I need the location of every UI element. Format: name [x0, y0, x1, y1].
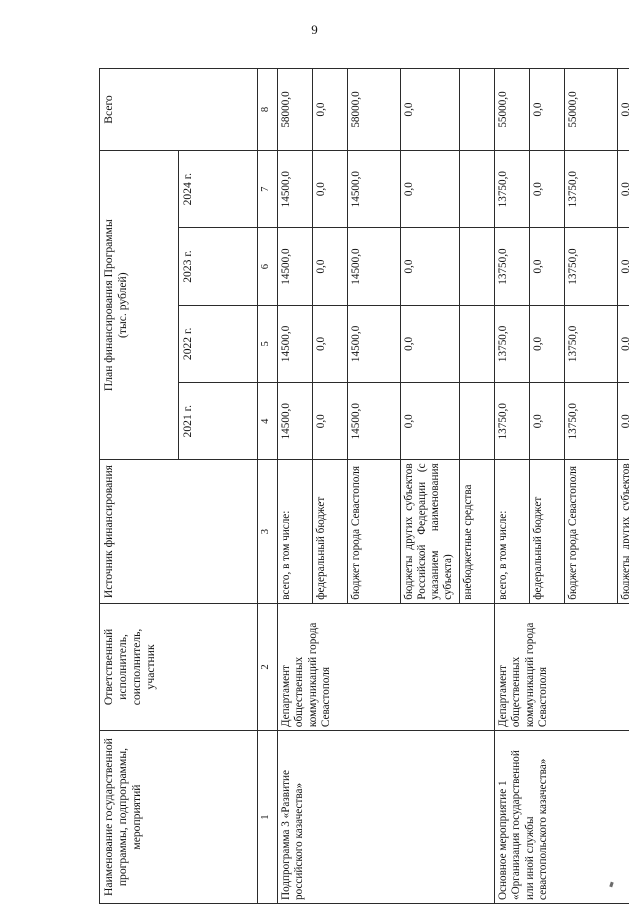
program-name-cell: Основное мероприятие 1 «Организация госу…: [494, 730, 629, 904]
table-row: Основное мероприятие 1 «Организация госу…: [494, 68, 629, 904]
header-year-2023: 2023 г.: [178, 227, 258, 306]
table-body: Подпрограмма 3 «Развитие российского каз…: [277, 68, 629, 904]
header-number-7: 7: [257, 150, 278, 228]
page-number: 9: [311, 22, 318, 37]
year-value-cell: 13750,0: [494, 227, 530, 306]
header-row-numbers: 1 2 3 4 5 6 7 8: [257, 68, 278, 904]
funding-source-cell: внебюджетные средства: [459, 459, 495, 604]
year-value-cell: 0,0: [529, 227, 565, 306]
year-value-cell: 13750,0: [564, 382, 618, 460]
year-value-cell: 14500,0: [277, 150, 313, 228]
year-value-cell: 0,0: [312, 227, 348, 306]
header-total: Всего: [99, 68, 258, 151]
year-value-cell: 0,0: [617, 227, 629, 306]
funding-source-cell: бюджет города Севастополя: [347, 459, 401, 604]
year-value-cell: 0,0: [529, 150, 565, 228]
header-plan-group-title: План финансирования Программы: [102, 219, 115, 392]
header-year-2022: 2022 г.: [178, 305, 258, 383]
header-row-titles: Наименование государственной программы, …: [99, 68, 258, 904]
year-value-cell: 0,0: [400, 382, 460, 460]
total-value-cell: 0,0: [312, 68, 348, 151]
year-value-cell: 0,0: [617, 305, 629, 383]
year-value-cell: [459, 227, 495, 306]
year-value-cell: 0,0: [312, 382, 348, 460]
funding-source-cell: бюджет города Севастополя: [564, 459, 618, 604]
total-value-cell: 58000,0: [277, 68, 313, 151]
rotated-table-stage: Наименование государственной программы, …: [99, 68, 629, 904]
total-value-cell: 55000,0: [494, 68, 530, 151]
year-value-cell: 14500,0: [347, 150, 401, 228]
year-value-cell: 14500,0: [277, 382, 313, 460]
total-value-cell: 0,0: [400, 68, 460, 151]
header-number-2: 2: [257, 603, 278, 731]
year-value-cell: 14500,0: [277, 227, 313, 306]
total-value-cell: 58000,0: [347, 68, 401, 151]
header-number-1: 1: [257, 730, 278, 904]
year-value-cell: 14500,0: [277, 305, 313, 383]
header-name: Наименование государственной программы, …: [99, 730, 258, 904]
year-value-cell: 0,0: [312, 305, 348, 383]
year-value-cell: 0,0: [312, 150, 348, 228]
year-value-cell: [459, 305, 495, 383]
year-value-cell: 13750,0: [564, 227, 618, 306]
table-header: Наименование государственной программы, …: [99, 68, 278, 904]
header-source: Источник финансирования: [99, 459, 258, 604]
funding-source-cell: всего, в том числе:: [277, 459, 313, 604]
header-plan-group-units: (тыс. рублей): [115, 272, 129, 338]
funding-source-cell: всего, в том числе:: [494, 459, 530, 604]
header-responsible: Ответственный исполнитель, соисполнитель…: [99, 603, 258, 731]
responsible-executor-cell: Департамент общественных коммуникаций го…: [277, 603, 495, 731]
total-value-cell: 0,0: [529, 68, 565, 151]
total-value-cell: 0,0: [617, 68, 629, 151]
funding-source-cell: федеральный бюджет: [312, 459, 348, 604]
year-value-cell: 0,0: [529, 382, 565, 460]
year-value-cell: 13750,0: [494, 382, 530, 460]
year-value-cell: 0,0: [617, 382, 629, 460]
header-number-8: 8: [257, 68, 278, 151]
year-value-cell: 0,0: [400, 227, 460, 306]
year-value-cell: 0,0: [529, 305, 565, 383]
year-value-cell: 13750,0: [564, 305, 618, 383]
year-value-cell: [459, 382, 495, 460]
year-value-cell: 13750,0: [494, 305, 530, 383]
header-year-2021: 2021 г.: [178, 382, 258, 460]
year-value-cell: 13750,0: [494, 150, 530, 228]
year-value-cell: 0,0: [400, 305, 460, 383]
year-value-cell: 14500,0: [347, 227, 401, 306]
year-value-cell: 0,0: [617, 150, 629, 228]
funding-source-cell: федеральный бюджет: [529, 459, 565, 604]
year-value-cell: [459, 150, 495, 228]
total-value-cell: 55000,0: [564, 68, 618, 151]
financing-table: Наименование государственной программы, …: [99, 68, 629, 904]
header-number-5: 5: [257, 305, 278, 383]
header-plan-group: План финансирования Программы (тыс. рубл…: [99, 150, 179, 460]
year-value-cell: 14500,0: [347, 382, 401, 460]
header-number-6: 6: [257, 227, 278, 306]
year-value-cell: 14500,0: [347, 305, 401, 383]
funding-source-cell: бюджеты других субъектов Российской Феде…: [617, 459, 629, 604]
program-name-cell: Подпрограмма 3 «Развитие российского каз…: [277, 730, 495, 904]
header-number-4: 4: [257, 382, 278, 460]
year-value-cell: 13750,0: [564, 150, 618, 228]
header-year-2024: 2024 г.: [178, 150, 258, 228]
header-number-3: 3: [257, 459, 278, 604]
table-row: Подпрограмма 3 «Развитие российского каз…: [277, 68, 495, 904]
responsible-executor-cell: Департамент общественных коммуникаций го…: [494, 603, 629, 731]
year-value-cell: 0,0: [400, 150, 460, 228]
funding-source-cell: бюджеты других субъектов Российской Феде…: [400, 459, 460, 604]
total-value-cell: [459, 68, 495, 151]
